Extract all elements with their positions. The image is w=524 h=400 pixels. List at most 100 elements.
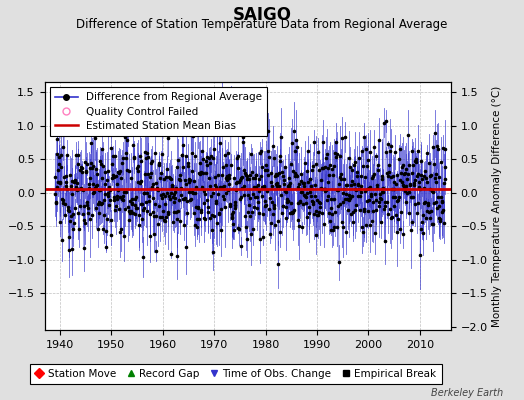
Point — [188, 168, 196, 175]
Point — [82, 168, 90, 174]
Point — [80, 217, 89, 224]
Point — [84, 180, 93, 187]
Point — [430, 161, 439, 167]
Point — [351, 158, 359, 165]
Point — [66, 218, 74, 225]
Point — [59, 197, 67, 204]
Point — [200, 188, 208, 194]
Point — [426, 186, 434, 193]
Point — [307, 182, 315, 189]
Point — [391, 194, 399, 200]
Point — [53, 179, 62, 185]
Point — [341, 134, 349, 140]
Point — [237, 243, 246, 249]
Point — [139, 253, 147, 260]
Point — [419, 212, 428, 218]
Point — [232, 187, 240, 193]
Point — [223, 177, 232, 183]
Point — [81, 220, 89, 226]
Point — [73, 186, 81, 193]
Point — [289, 128, 298, 134]
Point — [171, 185, 180, 191]
Point — [258, 184, 267, 190]
Point — [212, 183, 221, 190]
Text: SAIGO: SAIGO — [233, 6, 291, 24]
Point — [93, 226, 102, 232]
Point — [336, 174, 345, 180]
Point — [68, 191, 77, 198]
Point — [213, 131, 222, 137]
Point — [352, 202, 360, 208]
Point — [65, 208, 73, 214]
Point — [158, 214, 167, 220]
Point — [63, 204, 72, 211]
Point — [388, 186, 396, 192]
Point — [143, 208, 151, 214]
Point — [188, 189, 196, 195]
Point — [110, 173, 118, 180]
Point — [375, 198, 383, 205]
Point — [246, 213, 255, 219]
Point — [417, 172, 425, 178]
Point — [317, 184, 325, 191]
Point — [52, 200, 60, 206]
Point — [65, 234, 73, 240]
Point — [179, 164, 187, 170]
Point — [357, 182, 365, 189]
Point — [419, 185, 428, 191]
Point — [95, 210, 103, 216]
Point — [105, 202, 114, 208]
Point — [200, 215, 209, 221]
Point — [351, 186, 359, 192]
Point — [296, 198, 304, 204]
Point — [322, 187, 330, 194]
Point — [283, 196, 291, 202]
Point — [202, 158, 210, 164]
Point — [205, 174, 213, 181]
Point — [431, 175, 440, 182]
Point — [75, 186, 83, 192]
Point — [221, 204, 229, 210]
Point — [294, 223, 303, 229]
Point — [229, 221, 237, 227]
Point — [167, 251, 176, 258]
Point — [209, 190, 217, 196]
Point — [122, 155, 130, 161]
Point — [344, 207, 352, 214]
Point — [101, 169, 110, 175]
Point — [126, 210, 135, 216]
Point — [247, 150, 255, 157]
Point — [118, 155, 127, 161]
Point — [67, 183, 75, 189]
Point — [117, 196, 126, 202]
Point — [178, 152, 187, 158]
Point — [422, 175, 430, 181]
Point — [173, 215, 181, 222]
Point — [280, 177, 288, 183]
Point — [89, 189, 97, 196]
Point — [365, 184, 373, 191]
Point — [369, 173, 378, 179]
Point — [121, 133, 129, 140]
Point — [212, 198, 220, 204]
Y-axis label: Monthly Temperature Anomaly Difference (°C): Monthly Temperature Anomaly Difference (… — [492, 85, 501, 327]
Point — [141, 170, 149, 177]
Point — [389, 186, 398, 192]
Point — [60, 212, 69, 218]
Point — [374, 162, 382, 168]
Point — [390, 178, 399, 185]
Point — [105, 197, 114, 203]
Point — [210, 212, 218, 219]
Point — [253, 204, 261, 211]
Point — [250, 183, 258, 190]
Point — [380, 206, 388, 212]
Point — [254, 199, 263, 206]
Point — [441, 176, 449, 182]
Point — [315, 198, 324, 205]
Point — [160, 193, 169, 199]
Point — [97, 201, 105, 208]
Point — [350, 181, 358, 188]
Point — [158, 150, 166, 157]
Point — [99, 226, 107, 232]
Point — [58, 237, 66, 244]
